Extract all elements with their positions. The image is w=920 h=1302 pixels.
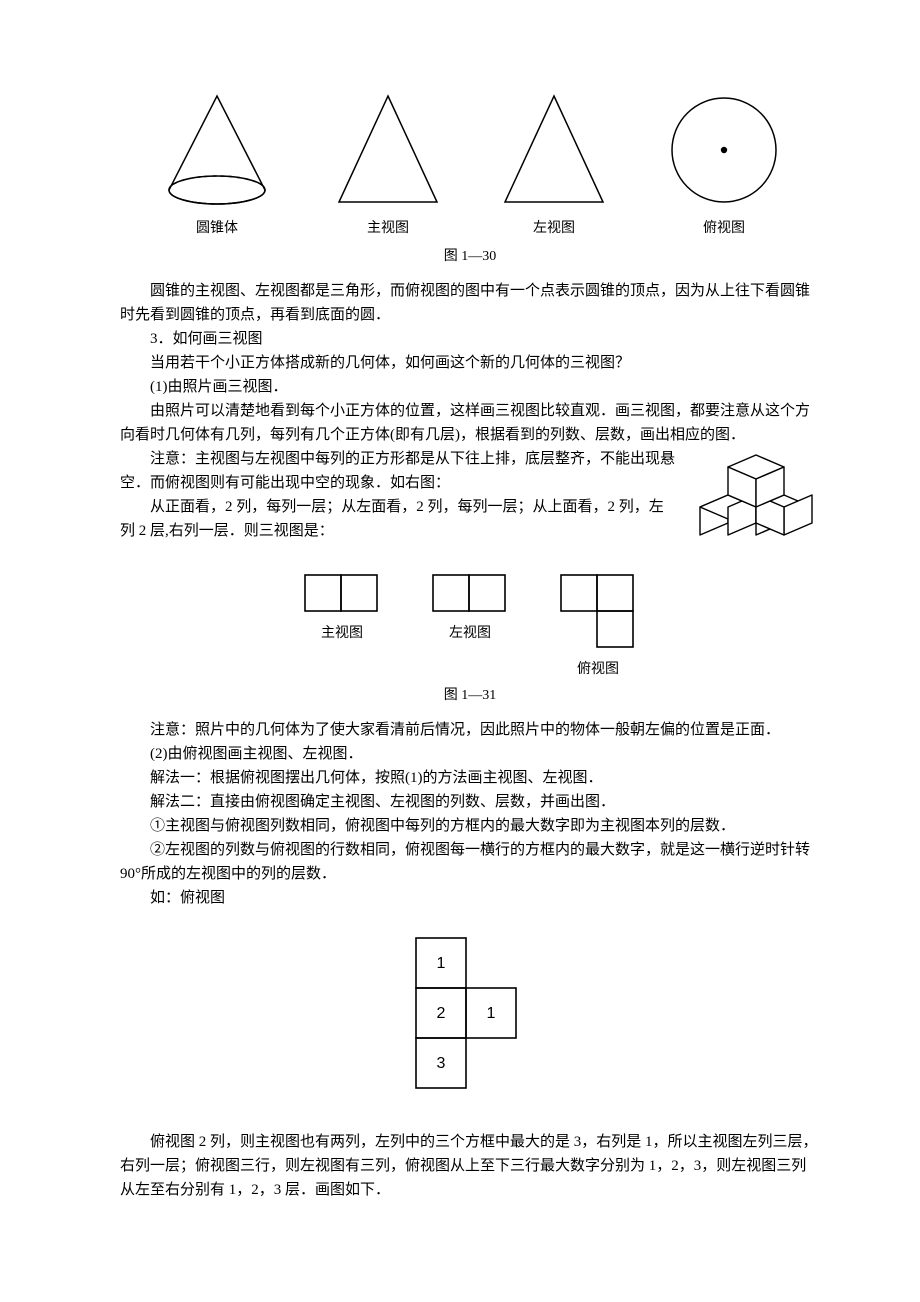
fig-top-view: 俯视图 <box>665 90 783 240</box>
view-label-top: 俯视图 <box>559 659 637 681</box>
fig-1-30-row: 圆锥体 主视图 左视图 俯视图 <box>120 90 820 240</box>
view-front: 主视图 <box>303 573 381 681</box>
fig-label-front: 主视图 <box>333 218 443 240</box>
fig-cone: 圆锥体 <box>157 90 277 240</box>
cone-icon <box>157 90 277 214</box>
svg-text:1: 1 <box>437 955 446 972</box>
fig-front-view: 主视图 <box>333 90 443 240</box>
triangle-icon <box>333 90 443 214</box>
numbered-grid-icon: 1 2 1 3 <box>410 932 530 1102</box>
sub2-title: (2)由俯视图画主视图、左视图． <box>120 742 820 766</box>
squares-icon <box>431 573 509 615</box>
fig-label-left: 左视图 <box>499 218 609 240</box>
para-final: 俯视图 2 列，则主视图也有两列，左列中的三个方框中最大的是 3，右列是 1，所… <box>120 1130 820 1202</box>
para-example-label: 如：俯视图 <box>120 886 820 910</box>
para-question: 当用若干个小正方体搭成新的几何体，如何画这个新的几何体的三视图？ <box>120 351 820 375</box>
view-label-left: 左视图 <box>431 623 509 645</box>
view-top: 俯视图 <box>559 573 637 681</box>
para-sub1: 由照片可以清楚地看到每个小正方体的位置，这样画三视图比较直观．画三视图，都要注意… <box>120 399 820 447</box>
sub1-title: (1)由照片画三视图． <box>120 375 820 399</box>
svg-text:2: 2 <box>437 1005 446 1022</box>
para-method1: 解法一：根据俯视图摆出几何体，按照(1)的方法画主视图、左视图． <box>120 766 820 790</box>
fig-label-cone: 圆锥体 <box>157 218 277 240</box>
svg-text:3: 3 <box>437 1055 446 1072</box>
squares-icon <box>303 573 381 615</box>
svg-text:1: 1 <box>487 1005 496 1022</box>
circle-dot-icon <box>665 90 783 214</box>
para-rule2: ②左视图的列数与俯视图的行数相同，俯视图每一横行的方框内的最大数字，就是这一横行… <box>120 838 820 886</box>
numbered-topview: 1 2 1 3 <box>120 932 820 1102</box>
para-note2: 注意：照片中的几何体为了使大家看清前后情况，因此照片中的物体一般朝左偏的位置是正… <box>120 718 820 742</box>
squares-icon <box>559 573 637 651</box>
section-3-title: 3．如何画三视图 <box>120 327 820 351</box>
cube-pile-icon <box>690 447 820 543</box>
para-method2: 解法二：直接由俯视图确定主视图、左视图的列数、层数，并画出图． <box>120 790 820 814</box>
para-rule1: ①主视图与俯视图列数相同，俯视图中每列的方框内的最大数字即为主视图本列的层数． <box>120 814 820 838</box>
fig-1-30-caption: 图 1—30 <box>120 246 820 268</box>
view-label-front: 主视图 <box>303 623 381 645</box>
fig-label-top: 俯视图 <box>665 218 783 240</box>
triangle-icon <box>499 90 609 214</box>
fig-1-31-row: 主视图 左视图 俯视图 <box>120 573 820 681</box>
view-left: 左视图 <box>431 573 509 681</box>
cube-pile <box>690 447 820 551</box>
fig-1-31-caption: 图 1—31 <box>120 685 820 707</box>
para-cone-views: 圆锥的主视图、左视图都是三角形，而俯视图的图中有一个点表示圆锥的顶点，因为从上往… <box>120 279 820 327</box>
fig-left-view: 左视图 <box>499 90 609 240</box>
